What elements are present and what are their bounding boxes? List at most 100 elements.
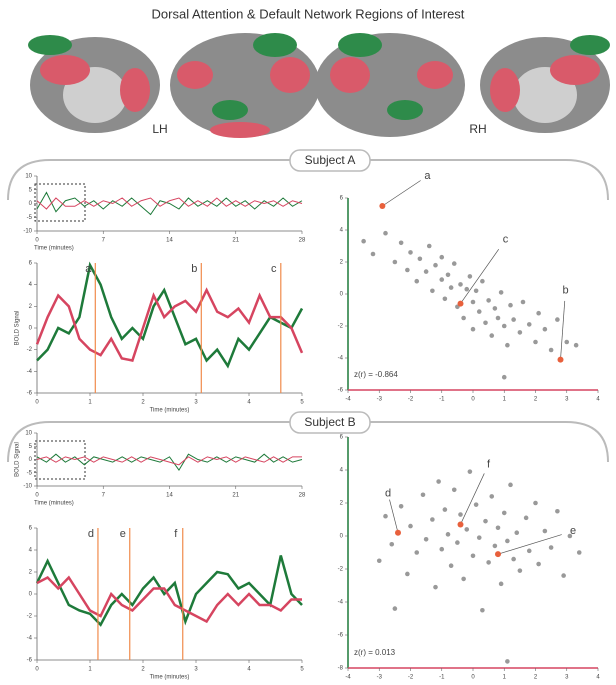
annotation-leader	[461, 473, 485, 524]
y-tick-label: 0	[29, 592, 33, 598]
scatter-point	[452, 488, 457, 493]
x-axis-label: Time (minutes)	[34, 246, 74, 252]
x-tick-label: 1	[88, 400, 92, 406]
x-tick-label: 0	[35, 493, 39, 499]
x-tick-label: 7	[102, 238, 106, 244]
scatter-point	[511, 317, 516, 322]
y-tick-label: -4	[338, 356, 344, 362]
scatter-point	[439, 255, 444, 260]
scatter-point	[483, 519, 488, 524]
y-tick-label: 6	[29, 526, 33, 532]
y-tick-label: -10	[23, 229, 32, 235]
scatter-point	[502, 511, 507, 516]
x-tick-label: 3	[565, 397, 569, 403]
x-tick-label: 28	[299, 493, 306, 499]
annotation-label: a	[424, 170, 431, 182]
y-tick-label: -2	[27, 347, 33, 353]
scatter-point	[446, 273, 451, 278]
signal-line	[37, 578, 302, 622]
scatter-point	[514, 530, 519, 535]
scatter-point	[493, 544, 498, 549]
x-tick-label: 0	[471, 675, 475, 681]
annotation-label: b	[562, 285, 568, 297]
x-tick-label: 21	[232, 238, 239, 244]
scatter-point	[536, 562, 541, 567]
y-tick-label: 0	[29, 457, 33, 463]
x-tick-label: 0	[35, 667, 39, 673]
annotation-label: c	[503, 234, 509, 246]
x-tick-label: 3	[194, 400, 198, 406]
y-tick-label: 4	[340, 468, 344, 474]
scatter-point	[399, 504, 404, 509]
hemisphere-label: LH	[152, 122, 167, 136]
scatter-point	[430, 289, 435, 294]
scatter-point	[433, 585, 438, 590]
marker-label: c	[271, 263, 277, 275]
scatter-point	[471, 554, 476, 559]
y-tick-label: -6	[27, 391, 33, 397]
x-tick-label: -1	[439, 675, 445, 681]
scatter-point	[499, 290, 504, 295]
y-tick-label: 0	[29, 201, 33, 207]
scatter-point	[486, 560, 491, 565]
highlight-point	[495, 551, 501, 557]
scatter-point	[502, 324, 507, 329]
y-tick-label: -8	[338, 666, 344, 672]
scatter-point	[489, 494, 494, 499]
marker-label: d	[88, 528, 94, 540]
x-tick-label: 1	[503, 675, 507, 681]
y-axis-label: BOLD Signal	[15, 311, 21, 346]
scatter-point	[468, 469, 473, 474]
scatter-point	[543, 327, 548, 332]
scatter-point	[508, 303, 513, 308]
signal-line	[37, 265, 302, 366]
scatter-point	[577, 550, 582, 555]
x-tick-label: 1	[503, 397, 507, 403]
scatter-point	[408, 250, 413, 255]
scatter-point	[452, 261, 457, 266]
scatter-point	[443, 507, 448, 512]
marker-label: a	[85, 263, 92, 275]
scatter-point	[511, 557, 516, 562]
scatter-point	[414, 550, 419, 555]
scatter-point	[477, 309, 482, 314]
panel-label: Subject A	[305, 153, 356, 167]
scatter-point	[383, 231, 388, 236]
marker-label: b	[191, 263, 197, 275]
scatter-point	[489, 333, 494, 338]
x-tick-label: 3	[194, 667, 198, 673]
y-tick-label: -5	[27, 215, 33, 221]
y-tick-label: 4	[29, 282, 33, 288]
figure-title: Dorsal Attention & Default Network Regio…	[152, 6, 465, 21]
scatter-point	[439, 547, 444, 552]
scatter-point	[549, 545, 554, 550]
y-tick-label: -4	[27, 636, 33, 642]
scatter-point	[461, 316, 466, 321]
highlight-point	[379, 203, 385, 209]
scatter-point	[421, 492, 426, 497]
scatter-point	[505, 659, 510, 664]
x-tick-label: 4	[596, 397, 600, 403]
scatter-point	[471, 327, 476, 332]
y-tick-label: -2	[338, 324, 344, 330]
x-tick-label: -3	[377, 675, 383, 681]
annotation-leader	[561, 301, 565, 360]
scatter-point	[383, 514, 388, 519]
scatter-point	[524, 516, 529, 521]
annotation-leader	[382, 181, 420, 207]
panel-label: Subject B	[304, 415, 355, 429]
scatter-point	[505, 343, 510, 348]
y-tick-label: -2	[338, 567, 344, 573]
scatter-point	[480, 279, 485, 284]
scatter-point	[496, 525, 501, 530]
x-tick-label: 7	[102, 493, 106, 499]
x-tick-label: -4	[345, 675, 351, 681]
x-tick-label: 28	[299, 238, 306, 244]
y-tick-label: 2	[29, 570, 33, 576]
scatter-point	[455, 540, 460, 545]
scatter-point	[405, 268, 410, 273]
scatter-point	[439, 277, 444, 282]
scatter-point	[377, 558, 382, 563]
brain-images	[28, 33, 610, 138]
x-tick-label: 2	[534, 397, 538, 403]
